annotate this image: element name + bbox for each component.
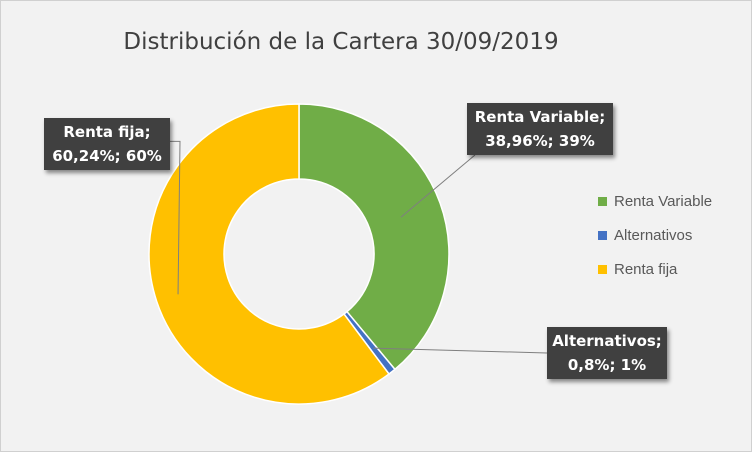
data-label-renta-fija: Renta fija; 60,24%; 60%: [44, 118, 170, 170]
data-label-renta-fija-value: 60,24%; 60%: [52, 147, 162, 165]
slices-group: [148, 103, 450, 405]
legend-label-renta-variable: Renta Variable: [614, 193, 713, 210]
legend-label-alternativos: Alternativos: [614, 227, 693, 244]
data-label-alternativos-value: 0,8%; 1%: [567, 356, 647, 374]
data-label-alternativos: Alternativos; 0,8%; 1%: [547, 327, 667, 379]
data-label-renta-fija-name: Renta fija;: [63, 123, 151, 141]
legend-label-renta-fija: Renta fija: [614, 261, 678, 278]
data-label-renta-variable-name: Renta Variable;: [474, 108, 606, 126]
leader-line-renta-fija: [170, 140, 181, 295]
slice-renta-variable[interactable]: [298, 103, 450, 371]
leader-line-renta-variable: [400, 154, 476, 218]
leader-line-alternativos: [373, 347, 548, 354]
leader-lines-group: [170, 140, 548, 354]
data-label-renta-variable: Renta Variable; 38,96%; 39%: [467, 103, 613, 155]
legend-swatch-alternativos: [598, 231, 607, 240]
data-label-renta-variable-value: 38,96%; 39%: [485, 132, 595, 150]
slice-renta-fija[interactable]: [148, 103, 391, 405]
legend-swatch-renta-fija: [598, 265, 607, 274]
legend-swatch-renta-variable: [598, 197, 607, 206]
data-label-alternativos-name: Alternativos;: [552, 332, 662, 350]
chart-title: Distribución de la Cartera 30/09/2019: [123, 29, 559, 55]
